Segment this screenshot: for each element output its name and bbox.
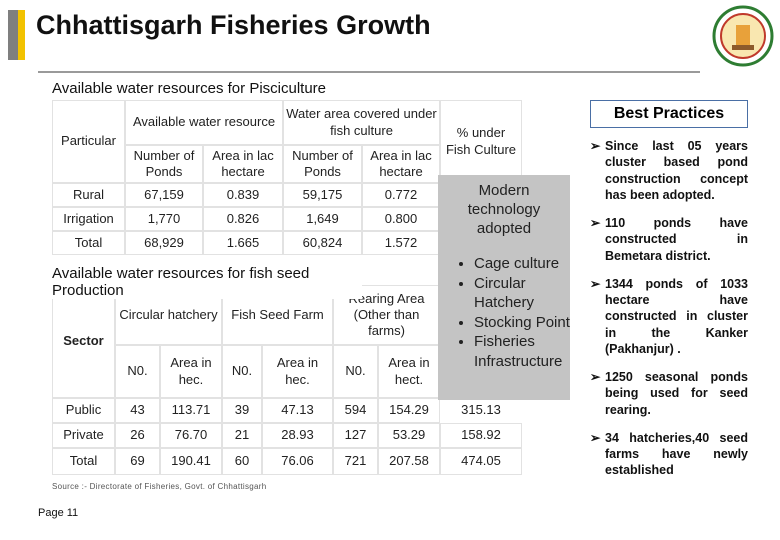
data-cell: 21 — [222, 423, 262, 448]
rule — [38, 71, 700, 73]
list-item: Circular Hatchery — [474, 274, 570, 313]
data-cell: 190.41 — [160, 448, 222, 475]
data-cell: 594 — [333, 398, 378, 423]
data-cell: 60,824 — [283, 231, 362, 255]
data-cell: 1.572 — [362, 231, 440, 255]
data-cell: 28.93 — [262, 423, 333, 448]
subheader-cell: Number of Ponds — [283, 145, 362, 183]
panel-title: Best Practices — [590, 100, 748, 128]
subheader-cell: Area in lac hectare — [203, 145, 283, 183]
source-note: Source :- Directorate of Fisheries, Govt… — [52, 482, 267, 491]
header-cell: Water area covered under fish culture — [283, 100, 440, 145]
subheader-cell: N0. — [222, 345, 262, 398]
list-item: 110 ponds have constructed in Bemetara d… — [590, 215, 748, 264]
data-cell: 47.13 — [262, 398, 333, 423]
section-title: Available water resources for fish seed … — [52, 265, 362, 299]
header-cell: Available water resource — [125, 100, 283, 145]
list-item: Stocking Point — [474, 313, 570, 333]
accent-bar — [8, 10, 18, 60]
data-cell: 0.826 — [203, 207, 283, 231]
header-cell: Sector — [52, 285, 115, 398]
callout-title: Modern technology adopted — [467, 182, 541, 237]
data-cell: 474.05 — [440, 448, 522, 475]
row-label: Public — [52, 398, 115, 423]
data-cell: 76.06 — [262, 448, 333, 475]
data-cell: 1,649 — [283, 207, 362, 231]
data-cell: 59,175 — [283, 183, 362, 207]
data-cell: 0.800 — [362, 207, 440, 231]
data-cell: 26 — [115, 423, 160, 448]
data-cell: 315.13 — [461, 402, 501, 418]
data-cell: 721 — [333, 448, 378, 475]
accent-bar — [18, 10, 25, 60]
row-label: Rural — [52, 183, 125, 207]
data-cell: 207.58 — [378, 448, 440, 475]
slide-title: Chhattisgarh Fisheries Growth — [36, 10, 431, 40]
subheader-cell: N0. — [115, 345, 160, 398]
data-cell: 1,770 — [125, 207, 203, 231]
data-cell: 69 — [115, 448, 160, 475]
data-cell: 158.92 — [440, 423, 522, 448]
data-cell: 53.29 — [378, 423, 440, 448]
list-item: 34 hatcheries,40 seed farms have newly e… — [590, 430, 748, 479]
page-number: Page 11 — [38, 507, 79, 519]
list: Cage cultureCircular HatcheryStocking Po… — [438, 254, 570, 371]
list-item: Fisheries Infrastructure — [474, 332, 570, 371]
list-item: Cage culture — [474, 254, 570, 274]
row-label: Private — [52, 423, 115, 448]
section-title: Available water resources for Piscicultu… — [52, 80, 327, 97]
data-cell: 43 — [115, 398, 160, 423]
row-label: Total — [52, 231, 125, 255]
data-cell: 39 — [222, 398, 262, 423]
subheader-cell: Area in hect. — [378, 345, 440, 398]
list: Since last 05 years cluster based pond c… — [590, 138, 748, 479]
header-cell: % under Fish Culture — [440, 100, 522, 183]
emblem — [712, 5, 774, 67]
data-cell: 0.772 — [362, 183, 440, 207]
data-cell: 0.839 — [203, 183, 283, 207]
row-label: Total — [52, 448, 115, 475]
callout: Modern technology adopted Cage cultureCi… — [438, 175, 570, 400]
data-cell: 127 — [333, 423, 378, 448]
data-cell: 113.71 — [160, 398, 222, 423]
data-cell: 68,929 — [125, 231, 203, 255]
subheader-cell: N0. — [333, 345, 378, 398]
subheader-cell: Area in hec. — [160, 345, 222, 398]
subheader-cell: Area in lac hectare — [362, 145, 440, 183]
data-cell: 67,159 — [125, 183, 203, 207]
list-item: 1250 seasonal ponds being used for seed … — [590, 369, 748, 418]
list-item: 1344 ponds of 1033 hectare have construc… — [590, 276, 748, 357]
list-item: Since last 05 years cluster based pond c… — [590, 138, 748, 203]
data-cell: 60 — [222, 448, 262, 475]
data-cell: 1.665 — [203, 231, 283, 255]
row-label: Irrigation — [52, 207, 125, 231]
subheader-cell: Area in hec. — [262, 345, 333, 398]
best-practices: Best Practices Since last 05 years clust… — [590, 100, 748, 491]
header-cell: Particular — [52, 100, 125, 183]
subheader-cell: Number of Ponds — [125, 145, 203, 183]
data-cell: 154.29 — [378, 398, 440, 423]
data-cell: 76.70 — [160, 423, 222, 448]
